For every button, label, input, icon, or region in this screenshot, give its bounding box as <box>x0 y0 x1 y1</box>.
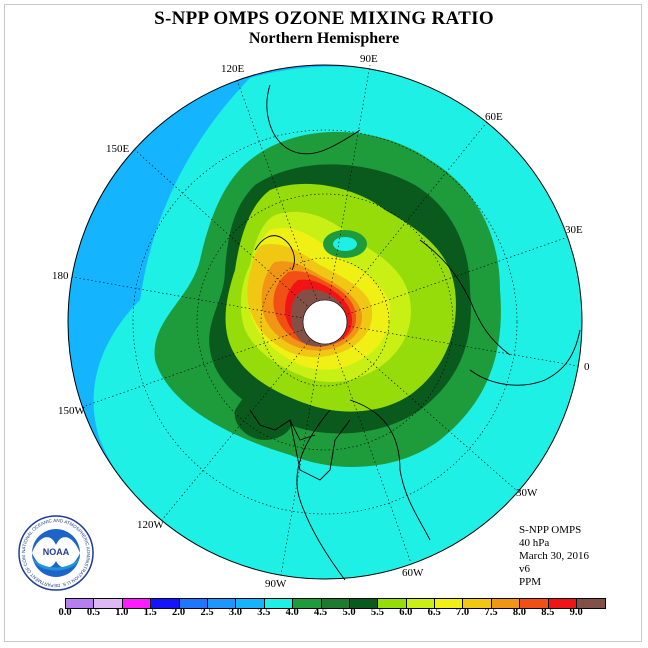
meridian-120e <box>236 79 326 323</box>
lat-circle-70 <box>260 257 390 387</box>
figure-frame <box>4 4 642 642</box>
info-level: 40 hPa <box>519 537 550 549</box>
colorbar-segment <box>577 599 606 608</box>
meridian-150e <box>134 149 326 323</box>
colorbar-tick-label: 1.0 <box>115 607 129 618</box>
colorbar-tick-label: 4.5 <box>314 607 328 618</box>
colorbar-segment <box>520 599 549 608</box>
lon-label-120e: 120E <box>221 63 245 75</box>
colorbar-tick-label: 4.0 <box>285 607 299 618</box>
africa-coast <box>469 329 581 386</box>
info-units: PPM <box>519 576 542 588</box>
asia-coast <box>266 84 361 155</box>
colorbar-segment <box>66 599 95 608</box>
coastlines <box>249 84 581 581</box>
low-ozone-core <box>333 237 357 251</box>
lat-circle-30 <box>132 129 518 515</box>
lon-label-90e: 90E <box>360 53 378 65</box>
info-block: S-NPP OMPS 40 hPa March 30, 2016 v6 PPM <box>519 524 589 589</box>
lon-label-90w: 90W <box>265 578 287 590</box>
meridian-120w <box>161 321 326 521</box>
meridian-60e <box>324 121 488 323</box>
noaa-logo: NATIONAL OCEANIC AND ATMOSPHERIC ADMINIS… <box>18 515 94 591</box>
meridian-180 <box>71 276 326 323</box>
colorbar-tick-label: 8.0 <box>512 607 526 618</box>
europe-coast <box>419 239 511 356</box>
info-version: v6 <box>519 563 530 575</box>
colorbar-tick-label: 9.0 <box>569 607 583 618</box>
colorbar-segment <box>349 599 379 608</box>
meridian-0 <box>324 321 579 367</box>
colorbar-segment <box>207 599 237 608</box>
lon-label-180: 180 <box>52 270 69 282</box>
colorbar-segment <box>236 599 265 608</box>
map-boundary <box>67 64 583 580</box>
lon-label-30e: 30E <box>565 224 583 236</box>
meridian-60w <box>324 321 412 564</box>
siberia-coast <box>254 235 295 271</box>
colorbar-tick-label: 5.5 <box>370 607 384 618</box>
colorbar-segment <box>548 599 578 608</box>
lon-label-0: 0 <box>584 361 590 373</box>
colorbar-segment <box>378 599 407 608</box>
info-date: March 30, 2016 <box>519 550 589 562</box>
graticule <box>71 64 579 576</box>
colorbar-tick-label: 3.5 <box>257 607 271 618</box>
colorbar-tick-label: 8.5 <box>541 607 555 618</box>
meridian-150w <box>81 321 326 408</box>
lon-label-150w: 150W <box>58 405 86 417</box>
colorbar-tick-label: 6.0 <box>399 607 413 618</box>
colorbar-segment <box>293 599 322 608</box>
meridian-90e <box>324 64 371 323</box>
lon-label-30w: 30W <box>516 487 538 499</box>
usa-border <box>289 419 351 481</box>
colorbar-tick-label: 7.5 <box>484 607 498 618</box>
page-title: S-NPP OMPS OZONE MIXING RATIO <box>154 8 494 29</box>
lat-circle-50 <box>196 193 454 451</box>
colorbar-segment <box>179 599 208 608</box>
meridian-30e <box>324 236 569 323</box>
colorbar <box>65 598 607 609</box>
colorbar-tick-label: 5.0 <box>342 607 356 618</box>
colorbar-tick-label: 1.5 <box>143 607 157 618</box>
lon-label-150e: 150E <box>106 143 130 155</box>
lon-label-60w: 60W <box>402 567 424 579</box>
colorbar-segment <box>94 599 123 608</box>
page-subtitle: Northern Hemisphere <box>248 30 400 47</box>
polar-night-region <box>302 299 348 345</box>
lon-label-120w: 120W <box>137 519 165 531</box>
colorbar-tick-label: 0.5 <box>86 607 100 618</box>
colorbar-tick-label: 2.0 <box>172 607 186 618</box>
meridian-90w <box>280 321 326 576</box>
colorbar-segment <box>491 599 521 608</box>
colorbar-segment <box>463 599 492 608</box>
logo-wave-icon <box>32 557 80 571</box>
colorbar-segment <box>151 599 180 608</box>
colorbar-ticks: 0.0 0.5 1.0 1.5 2.0 2.5 3.0 3.5 4.0 4.5 5.0 5.5 6.0 6… <box>0 607 648 627</box>
colorbar-tick-label: 0.0 <box>58 607 72 618</box>
info-instrument: S-NPP OMPS <box>519 524 582 536</box>
colorbar-segment <box>435 599 464 608</box>
colorbar-segment <box>122 599 152 608</box>
states-grid <box>249 409 316 441</box>
lon-label-60e: 60E <box>485 111 503 123</box>
longitude-labels: 90E 60E 30E 0 30W 60W 90W 120W 150W 180 … <box>52 53 590 590</box>
logo-text: NOAA <box>43 547 70 557</box>
colorbar-tick-label: 2.5 <box>200 607 214 618</box>
greenland-coast <box>349 399 431 541</box>
seagull-icon <box>32 537 80 568</box>
colorbar-tick-label: 7.0 <box>456 607 470 618</box>
colorbar-segment <box>321 599 350 608</box>
colorbar-tick-label: 6.5 <box>427 607 441 618</box>
colorbar-tick-label: 3.0 <box>228 607 242 618</box>
colorbar-segment <box>406 599 436 608</box>
colorbar-segment <box>264 599 294 608</box>
